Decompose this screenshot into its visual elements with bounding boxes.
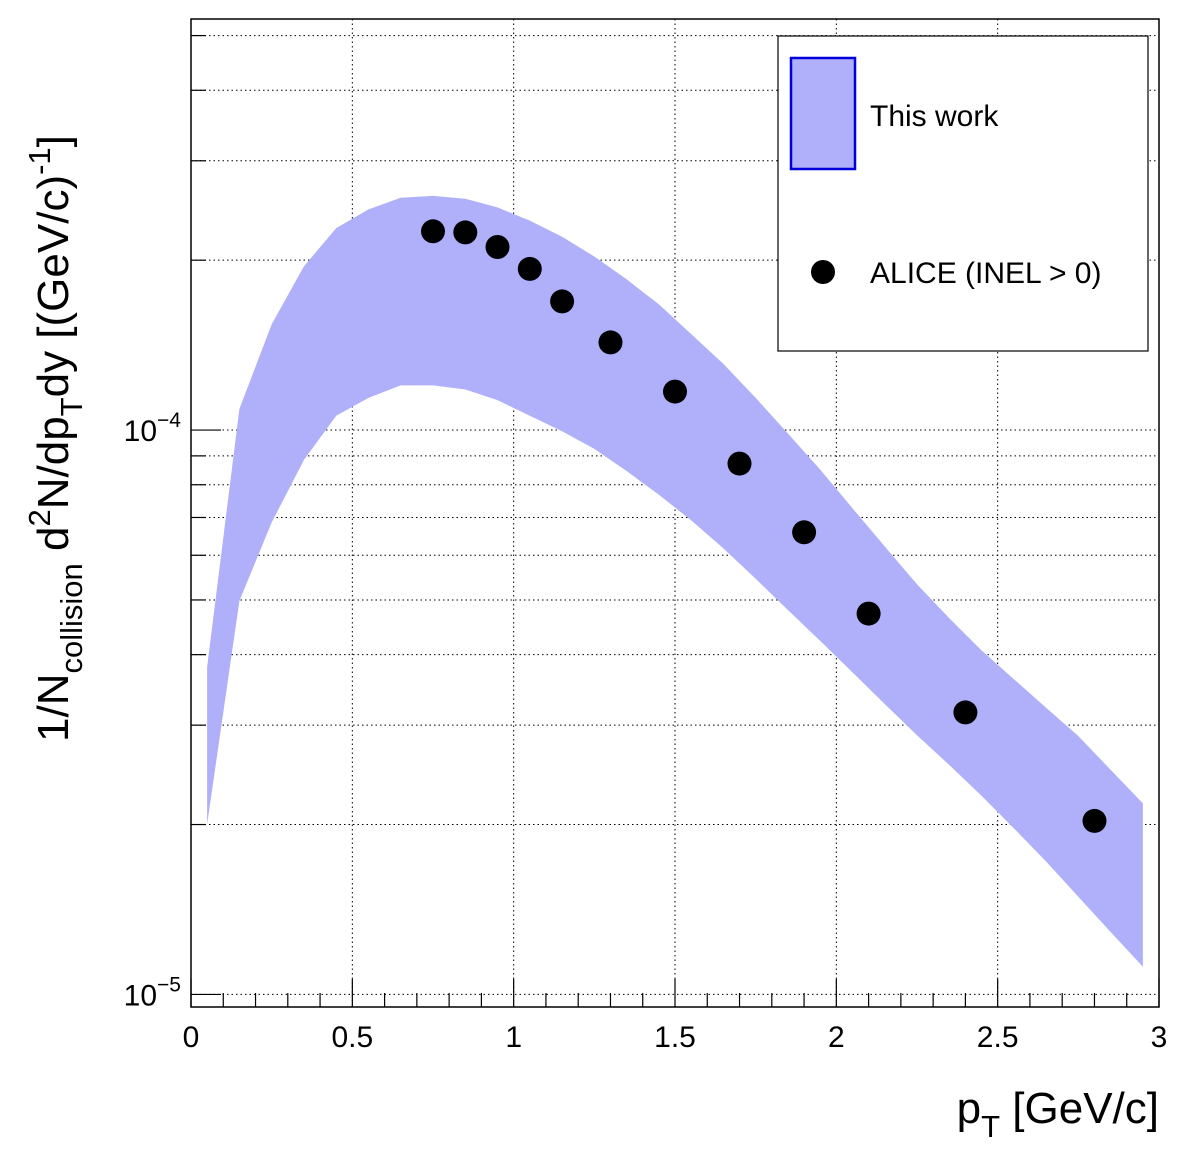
x-tick-label: 3 — [1151, 1021, 1168, 1054]
data-point-alice — [453, 220, 478, 245]
legend-band-swatch — [789, 56, 857, 171]
x-tick-label: 0.5 — [331, 1021, 373, 1054]
band-this-work — [207, 195, 1143, 967]
data-point-alice — [663, 379, 687, 404]
data-point-alice — [517, 256, 542, 281]
legend-label-this-work: This work — [870, 100, 999, 133]
band-layer — [207, 195, 1143, 967]
data-point-alice — [598, 330, 623, 355]
x-tick-label: 1.5 — [654, 1021, 696, 1054]
data-point-alice — [485, 235, 510, 259]
data-point-alice — [727, 451, 752, 476]
x-tick-label: 0 — [183, 1021, 200, 1054]
axis-ticks — [190, 34, 1160, 1007]
x-tick-labels: 0 0.5 1 1.5 2 2.5 3 — [183, 1021, 1168, 1054]
x-tick-label: 1 — [505, 1021, 522, 1054]
y-axis-label: 1/Ncollision d2N/dpTdy [(GeV/c)-1] — [22, 135, 89, 742]
data-point-alice — [856, 601, 881, 626]
data-point-alice — [792, 520, 817, 545]
legend-label-alice: ALICE (INEL > 0) — [870, 257, 1101, 290]
legend: This work ALICE (INEL > 0) — [777, 35, 1149, 352]
x-tick-label: 2.5 — [977, 1021, 1019, 1054]
y-tick-label: 10−5 — [124, 973, 181, 1012]
y-tick-labels: 10−5 10−4 — [124, 409, 182, 1012]
points-layer — [421, 219, 1107, 833]
data-point-alice — [1082, 808, 1107, 833]
y-tick-label: 10−4 — [124, 409, 182, 448]
data-point-alice — [550, 289, 575, 314]
x-tick-label: 2 — [828, 1021, 845, 1054]
data-point-alice — [421, 219, 445, 244]
x-axis-label: pT [GeV/c] — [957, 1084, 1159, 1144]
data-point-alice — [953, 700, 978, 725]
legend-point-marker — [811, 260, 835, 284]
